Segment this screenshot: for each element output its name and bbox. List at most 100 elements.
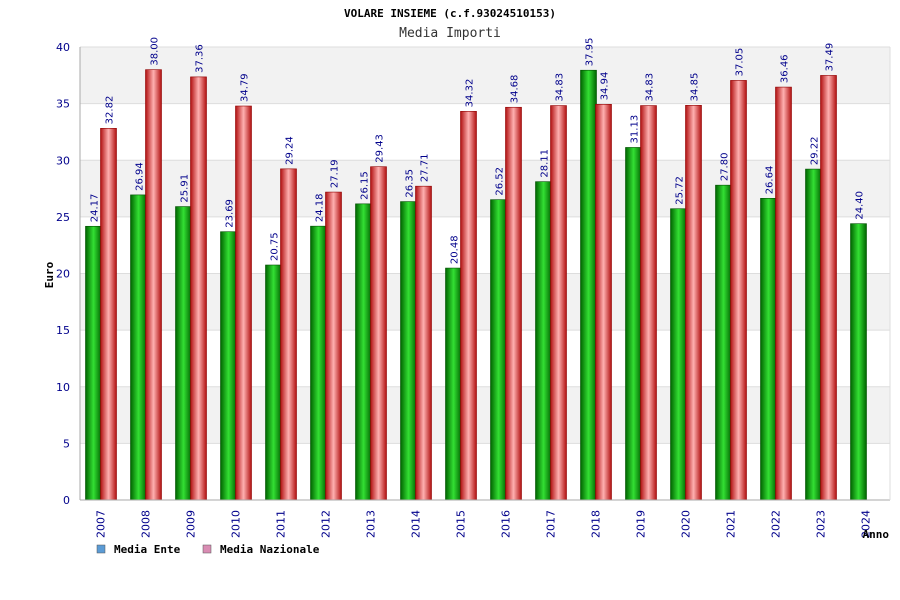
data-label-media-nazionale: 27.19 bbox=[330, 159, 341, 188]
y-tick-labels: 0 5 10 15 20 25 30 35 40 bbox=[56, 41, 70, 507]
bar-media-nazionale bbox=[505, 106, 522, 501]
data-label-media-nazionale: 34.32 bbox=[465, 79, 476, 108]
data-label-media-ente: 24.17 bbox=[90, 194, 101, 223]
data-label-media-ente: 20.48 bbox=[450, 235, 461, 264]
x-tick-label: 2021 bbox=[725, 510, 738, 538]
grid-band bbox=[80, 47, 890, 104]
bar-media-ente bbox=[355, 203, 372, 501]
y-tick-label: 15 bbox=[56, 324, 70, 337]
x-tick-label: 2008 bbox=[140, 510, 153, 538]
bar-media-ente bbox=[670, 208, 687, 501]
data-label-media-ente: 31.13 bbox=[630, 115, 641, 144]
y-tick-label: 10 bbox=[56, 381, 70, 394]
chart-title: VOLARE INSIEME (c.f.93024510153) bbox=[344, 7, 556, 20]
x-axis-label: Anno bbox=[863, 528, 890, 541]
grid-band bbox=[80, 386, 890, 444]
bar-media-nazionale bbox=[100, 128, 117, 501]
x-tick-label: 2012 bbox=[320, 510, 333, 538]
x-tick-label: 2011 bbox=[275, 510, 288, 538]
data-label-media-ente: 25.72 bbox=[675, 176, 686, 205]
bar-media-ente bbox=[850, 223, 867, 501]
bar-media-ente bbox=[85, 225, 102, 501]
bar-media-ente bbox=[130, 194, 147, 501]
bar-media-nazionale bbox=[460, 111, 477, 501]
x-tick-label: 2010 bbox=[230, 510, 243, 538]
bar-media-ente bbox=[535, 181, 552, 501]
y-tick-label: 30 bbox=[56, 154, 70, 167]
x-tick-label: 2013 bbox=[365, 510, 378, 538]
y-tick-label: 35 bbox=[56, 98, 70, 111]
data-label-media-ente: 37.95 bbox=[585, 38, 596, 67]
x-tick-label: 2019 bbox=[635, 510, 648, 538]
legend-swatch-media-ente bbox=[96, 544, 106, 554]
bar-media-nazionale bbox=[235, 105, 252, 501]
bar-labels: 24.17 32.82 26.94 38.00 25.91 37.36 23.69 34.79… bbox=[90, 37, 866, 264]
data-label-media-ente: 26.52 bbox=[495, 167, 506, 196]
bar-media-ente bbox=[760, 198, 777, 501]
bar-media-nazionale bbox=[280, 168, 297, 501]
bar-media-ente bbox=[625, 147, 642, 501]
bar-media-nazionale bbox=[685, 105, 702, 501]
bar-media-ente bbox=[310, 225, 327, 501]
data-label-media-nazionale: 34.83 bbox=[555, 73, 566, 102]
data-label-media-nazionale: 34.85 bbox=[690, 73, 701, 102]
data-label-media-nazionale: 34.68 bbox=[510, 75, 521, 104]
bar-media-nazionale bbox=[595, 104, 612, 501]
bar-media-ente bbox=[400, 201, 417, 501]
x-tick-labels: 2007 2008 2009 2010 2011 2012 2013 2014 2015 2016… bbox=[95, 510, 873, 538]
bar-media-nazionale bbox=[145, 69, 162, 501]
y-tick-label: 5 bbox=[63, 437, 70, 450]
bar-media-ente bbox=[715, 184, 732, 501]
data-label-media-ente: 25.91 bbox=[180, 174, 191, 203]
y-tick-label: 20 bbox=[56, 268, 70, 281]
bar-media-nazionale bbox=[325, 191, 342, 501]
legend-label-media-ente: Media Ente bbox=[114, 543, 181, 556]
data-label-media-nazionale: 29.24 bbox=[285, 136, 296, 165]
bar-media-ente bbox=[265, 264, 282, 501]
data-label-media-nazionale: 38.00 bbox=[150, 37, 161, 66]
bars bbox=[85, 69, 867, 501]
x-tick-label: 2017 bbox=[545, 510, 558, 538]
data-label-media-nazionale: 34.94 bbox=[600, 72, 611, 101]
y-axis-label: Euro bbox=[43, 261, 56, 288]
legend-label-media-nazionale: Media Nazionale bbox=[220, 543, 320, 556]
data-label-media-nazionale: 36.46 bbox=[780, 54, 791, 83]
bar-media-nazionale bbox=[640, 105, 657, 501]
bar-media-nazionale bbox=[820, 75, 837, 501]
bar-media-nazionale bbox=[550, 105, 567, 501]
x-tick-label: 2007 bbox=[95, 510, 108, 538]
bar-media-ente bbox=[175, 206, 192, 501]
bar-media-nazionale bbox=[415, 185, 432, 501]
x-tick-label: 2018 bbox=[590, 510, 603, 538]
x-tick-label: 2022 bbox=[770, 510, 783, 538]
x-tick-label: 2020 bbox=[680, 510, 693, 538]
data-label-media-ente: 23.69 bbox=[225, 199, 236, 228]
y-tick-label: 40 bbox=[56, 41, 70, 54]
legend: Media Ente Media Nazionale bbox=[96, 543, 320, 556]
bar-media-nazionale bbox=[370, 166, 387, 501]
data-label-media-ente: 24.40 bbox=[855, 191, 866, 220]
x-tick-label: 2024 bbox=[860, 510, 873, 538]
x-tick-label: 2015 bbox=[455, 510, 468, 538]
data-label-media-ente: 26.35 bbox=[405, 169, 416, 198]
data-label-media-nazionale: 32.82 bbox=[105, 96, 116, 125]
bar-media-nazionale bbox=[775, 86, 792, 501]
bar-media-ente bbox=[805, 168, 822, 501]
grid-band bbox=[80, 160, 890, 217]
y-tick-label: 0 bbox=[63, 494, 70, 507]
data-label-media-nazionale: 34.79 bbox=[240, 73, 251, 102]
bar-media-nazionale bbox=[730, 80, 747, 501]
background-bands bbox=[80, 47, 890, 444]
data-label-media-nazionale: 37.36 bbox=[195, 44, 206, 73]
data-label-media-ente: 29.22 bbox=[810, 136, 821, 165]
bar-media-ente bbox=[445, 267, 462, 501]
grid-band bbox=[80, 273, 890, 331]
data-label-media-nazionale: 37.49 bbox=[825, 43, 836, 72]
data-label-media-ente: 26.15 bbox=[360, 171, 371, 200]
data-label-media-ente: 27.80 bbox=[720, 153, 731, 182]
data-label-media-nazionale: 29.43 bbox=[375, 134, 386, 163]
data-label-media-ente: 26.94 bbox=[135, 162, 146, 191]
data-label-media-ente: 20.75 bbox=[270, 232, 281, 261]
axes bbox=[79, 47, 891, 501]
bar-media-nazionale bbox=[190, 76, 207, 501]
